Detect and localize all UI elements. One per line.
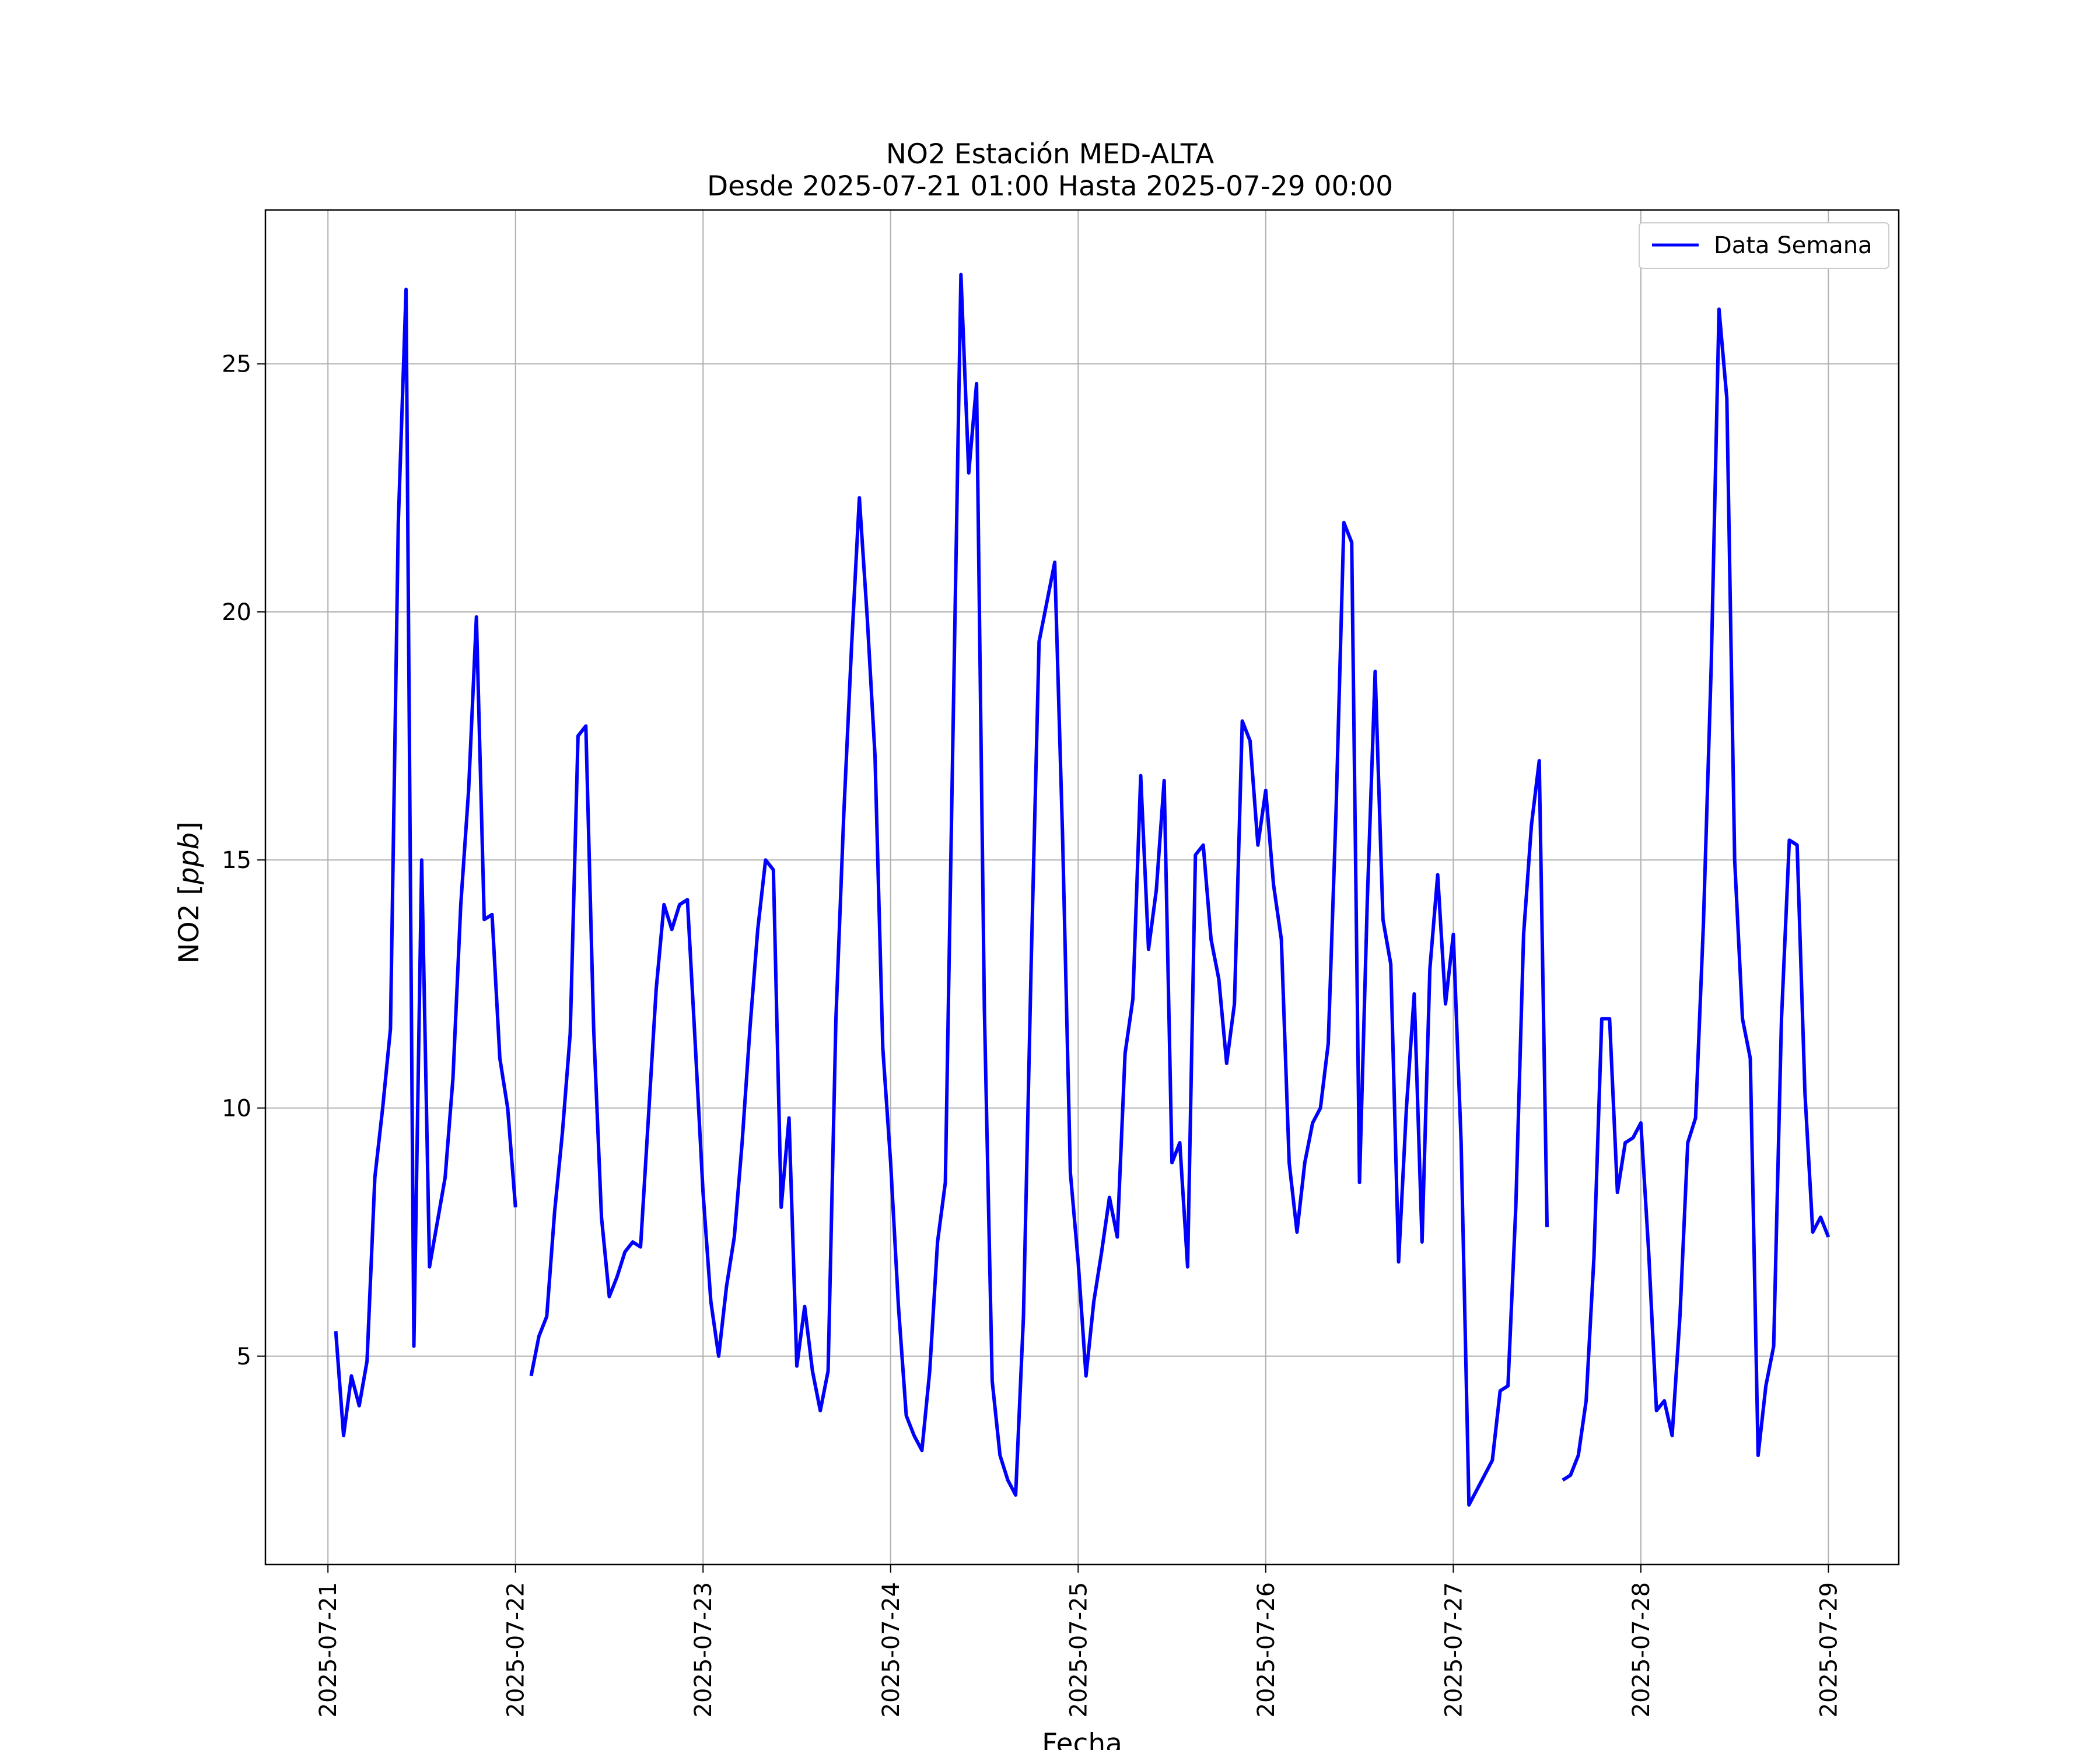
y-axis-label-unit: ppb	[173, 832, 205, 886]
x-tick-label: 2025-07-26	[1253, 1582, 1280, 1717]
chart-title-line-2: Desde 2025-07-21 01:00 Hasta 2025-07-29 …	[707, 170, 1393, 202]
x-tick-label: 2025-07-25	[1065, 1582, 1092, 1717]
x-tick-label: 2025-07-24	[878, 1582, 905, 1717]
x-tick-label: 2025-07-22	[503, 1582, 530, 1717]
y-axis-label: NO2 [ppb]	[173, 821, 205, 963]
y-tick-label: 25	[222, 351, 251, 378]
legend-box	[1639, 222, 1889, 269]
y-tick-label: 10	[222, 1095, 251, 1122]
y-tick-label: 5	[237, 1343, 251, 1370]
plot-area-frame	[264, 209, 1900, 1566]
y-axis-label-prefix: NO2 [	[173, 884, 205, 963]
series-line-segment	[1562, 307, 1831, 1482]
x-axis-label: Fecha	[1042, 1728, 1122, 1750]
series-line-segment	[529, 272, 1549, 1507]
legend-label: Data Semana	[1714, 232, 1873, 259]
series-line-segment	[334, 288, 517, 1437]
x-tick-label: 2025-07-29	[1815, 1582, 1842, 1717]
x-tick-label: 2025-07-23	[690, 1582, 717, 1717]
grid	[265, 210, 1899, 1564]
x-tick-label: 2025-07-28	[1628, 1582, 1655, 1717]
x-tick-label: 2025-07-27	[1440, 1582, 1467, 1717]
data-series-layer	[334, 272, 1831, 1507]
x-tick-label: 2025-07-21	[315, 1582, 342, 1717]
y-tick-label: 20	[222, 599, 251, 626]
axis-ticks: 2025-07-21 2025-07-22 2025-07-23 2025-07-24…	[222, 351, 1842, 1718]
legend: Data Semana	[1639, 222, 1889, 269]
y-axis-label-suffix: ]	[173, 821, 205, 832]
chart-title-line-1: NO2 Estación MED-ALTA	[886, 138, 1214, 170]
y-tick-label: 15	[222, 847, 251, 874]
